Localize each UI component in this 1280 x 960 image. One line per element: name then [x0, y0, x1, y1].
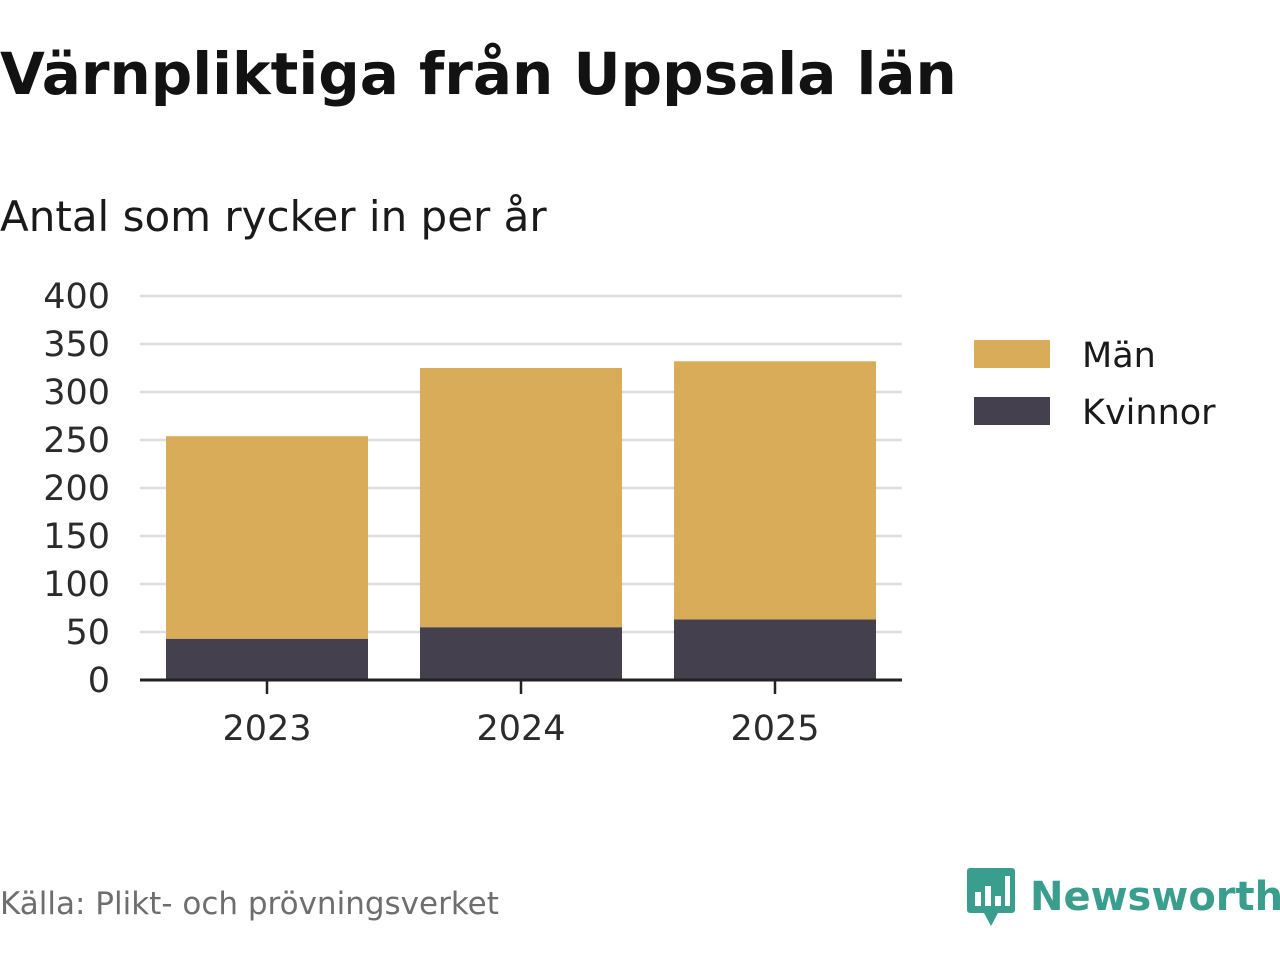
y-tick-label: 0: [88, 661, 110, 701]
legend: Män Kvinnor: [974, 336, 1216, 433]
x-axis: 2023 2024 2025: [140, 678, 902, 749]
chart-title: Värnpliktiga från Uppsala län: [0, 40, 957, 108]
legend-swatch-män: [974, 340, 1050, 368]
bar-män-2024: [420, 368, 622, 628]
y-axis-ticks: 0 50 100 150 200 250 300 350 400: [43, 277, 110, 701]
bars: [166, 361, 876, 680]
bar-män-2025: [674, 361, 876, 620]
newsworthy-logo-icon: [967, 868, 1015, 926]
y-tick-label: 50: [65, 613, 110, 653]
y-tick-label: 150: [43, 517, 110, 557]
x-tick-label: 2025: [730, 709, 819, 749]
bar-kvinnor-2024: [420, 627, 622, 680]
legend-swatch-kvinnor: [974, 397, 1050, 425]
source-note: Källa: Plikt- och prövningsverket: [0, 886, 499, 922]
newsworthy-logo-text: Newsworthy: [1030, 874, 1280, 920]
x-tick-label: 2024: [476, 709, 565, 749]
bar-män-2023: [166, 436, 368, 639]
y-tick-label: 200: [43, 469, 110, 509]
bar-kvinnor-2025: [674, 619, 876, 680]
bar-kvinnor-2023: [166, 638, 368, 680]
legend-label-kvinnor: Kvinnor: [1082, 393, 1216, 433]
y-tick-label: 100: [43, 565, 110, 605]
y-tick-label: 350: [43, 325, 110, 365]
chart-subtitle: Antal som rycker in per år: [0, 192, 547, 241]
newsworthy-logo: Newsworthy: [966, 865, 1280, 929]
y-tick-label: 250: [43, 421, 110, 461]
y-tick-label: 300: [43, 373, 110, 413]
x-tick-label: 2023: [222, 709, 311, 749]
y-tick-label: 400: [43, 277, 110, 317]
legend-label-män: Män: [1082, 336, 1156, 376]
